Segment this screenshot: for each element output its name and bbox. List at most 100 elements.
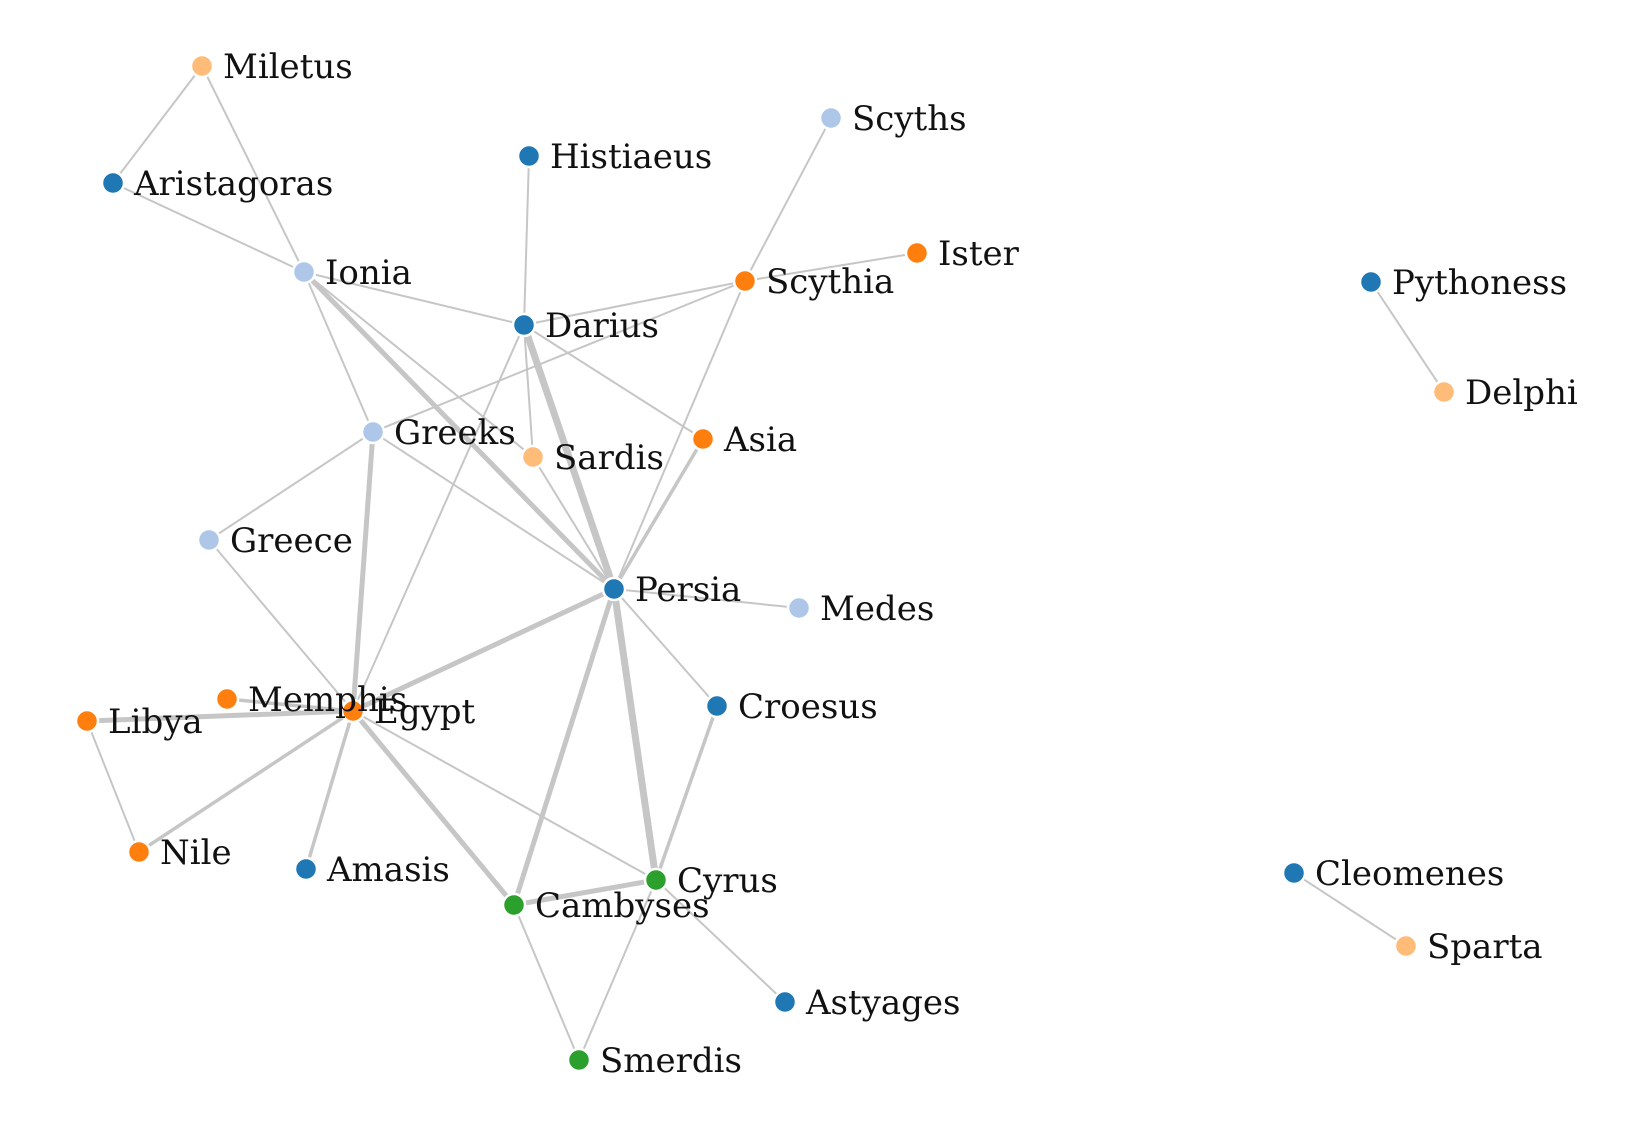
node-label-egypt: Egypt [374, 692, 476, 732]
node-sardis[interactable] [520, 444, 546, 470]
node-label-scyths: Scyths [852, 99, 967, 139]
edge-greeks-egypt [350, 429, 376, 714]
node-greece[interactable] [196, 527, 222, 553]
edge-ionia-persia [301, 269, 617, 592]
node-label-greece: Greece [230, 521, 353, 561]
node-pythoness[interactable] [1358, 269, 1384, 295]
edge-darius-asia [523, 324, 704, 440]
edge-darius-egypt [352, 324, 525, 712]
node-label-cyrus: Cyrus [677, 861, 778, 901]
node-label-miletus: Miletus [223, 47, 353, 87]
edge-cyrus-cambyses [511, 877, 659, 908]
node-label-cambyses: Cambyses [535, 886, 710, 926]
node-label-libya: Libya [108, 702, 203, 742]
node-label-greeks: Greeks [394, 413, 516, 453]
node-label-astyages: Astyages [805, 983, 960, 1023]
edge-egypt-cyrus [352, 710, 657, 881]
node-medes[interactable] [786, 595, 812, 621]
node-label-croesus: Croesus [738, 687, 878, 727]
node-label-delphi: Delphi [1465, 373, 1578, 413]
node-cambyses[interactable] [501, 892, 527, 918]
node-cyrus[interactable] [643, 867, 669, 893]
node-label-cleomenes: Cleomenes [1315, 854, 1504, 894]
node-label-darius: Darius [545, 306, 659, 346]
edge-darius-persia [520, 321, 618, 593]
edge-egypt-amasis [304, 709, 355, 871]
edge-miletus-aristagoras [112, 65, 203, 184]
edge-asia-persia [612, 437, 705, 591]
edge-cleomenes-sparta [1293, 872, 1407, 947]
edge-pythoness-delphi [1370, 281, 1445, 393]
edge-ionia-sardis [303, 271, 534, 458]
edge-cyrus-astyages [655, 879, 786, 1003]
node-sparta[interactable] [1393, 933, 1419, 959]
node-delphi[interactable] [1431, 379, 1457, 405]
node-label-medes: Medes [820, 589, 934, 629]
edge-cyrus-smerdis [578, 879, 657, 1061]
edge-croesus-cyrus [654, 704, 719, 882]
node-histiaeus[interactable] [516, 143, 542, 169]
node-asia[interactable] [690, 426, 716, 452]
node-miletus[interactable] [189, 53, 215, 79]
edge-libya-nile [86, 720, 140, 853]
edge-egypt-cambyses [350, 708, 517, 908]
edge-scythia-persia [613, 280, 746, 590]
edge-persia-medes [613, 588, 800, 609]
edge-persia-croesus [613, 588, 718, 707]
node-greeks[interactable] [360, 419, 386, 445]
node-label-scythia: Scythia [766, 262, 894, 302]
edge-egypt-nile [137, 709, 355, 854]
edge-aristagoras-ionia [112, 182, 305, 273]
node-label-nile: Nile [160, 833, 232, 873]
node-label-pythoness: Pythoness [1392, 263, 1567, 303]
node-ionia[interactable] [291, 259, 317, 285]
node-label-sardis: Sardis [554, 438, 664, 478]
edge-ionia-greeks [303, 271, 374, 433]
node-label-ister: Ister [938, 234, 1020, 274]
edge-scythia-greeks [372, 280, 746, 433]
edge-darius-scythia [523, 280, 746, 326]
edge-darius-sardis [523, 324, 534, 458]
node-label-ionia: Ionia [325, 253, 412, 293]
edge-persia-egypt [350, 586, 617, 714]
edges-layer [84, 65, 1445, 1061]
edge-histiaeus-darius [523, 155, 530, 326]
edge-cambyses-smerdis [513, 904, 580, 1061]
node-label-amasis: Amasis [326, 850, 450, 890]
node-aristagoras[interactable] [100, 170, 126, 196]
node-label-histiaeus: Histiaeus [550, 137, 712, 177]
node-amasis[interactable] [293, 856, 319, 882]
edge-libya-egypt [84, 708, 356, 724]
edge-greeks-greece [208, 431, 374, 541]
node-nile[interactable] [126, 839, 152, 865]
edge-sardis-persia [532, 456, 615, 590]
node-label-sparta: Sparta [1427, 927, 1543, 967]
edge-ionia-darius [303, 271, 525, 326]
node-cleomenes[interactable] [1281, 860, 1307, 886]
nodes-layer [74, 53, 1457, 1073]
node-smerdis[interactable] [566, 1047, 592, 1073]
edge-persia-cambyses [511, 586, 617, 908]
node-scyths[interactable] [818, 105, 844, 131]
node-memphis[interactable] [214, 686, 240, 712]
node-label-asia: Asia [723, 420, 797, 460]
edge-memphis-egypt [225, 697, 355, 713]
labels-layer: Miletus Aristagoras Ionia Histiaeus Darius Sc… [108, 47, 1578, 1081]
node-scythia[interactable] [732, 268, 758, 294]
node-egypt[interactable] [340, 698, 366, 724]
node-libya[interactable] [74, 708, 100, 734]
node-label-memphis: Memphis [248, 680, 407, 720]
edge-persia-cyrus [610, 585, 660, 884]
node-croesus[interactable] [704, 693, 730, 719]
edge-scythia-ister [744, 252, 918, 282]
edge-greece-egypt [208, 539, 354, 712]
node-darius[interactable] [511, 312, 537, 338]
node-astyages[interactable] [772, 989, 798, 1015]
node-persia[interactable] [601, 576, 627, 602]
node-label-persia: Persia [635, 570, 741, 610]
node-ister[interactable] [904, 240, 930, 266]
edge-scyths-scythia [744, 117, 832, 282]
node-label-aristagoras: Aristagoras [133, 164, 333, 204]
edge-miletus-ionia [201, 65, 305, 273]
